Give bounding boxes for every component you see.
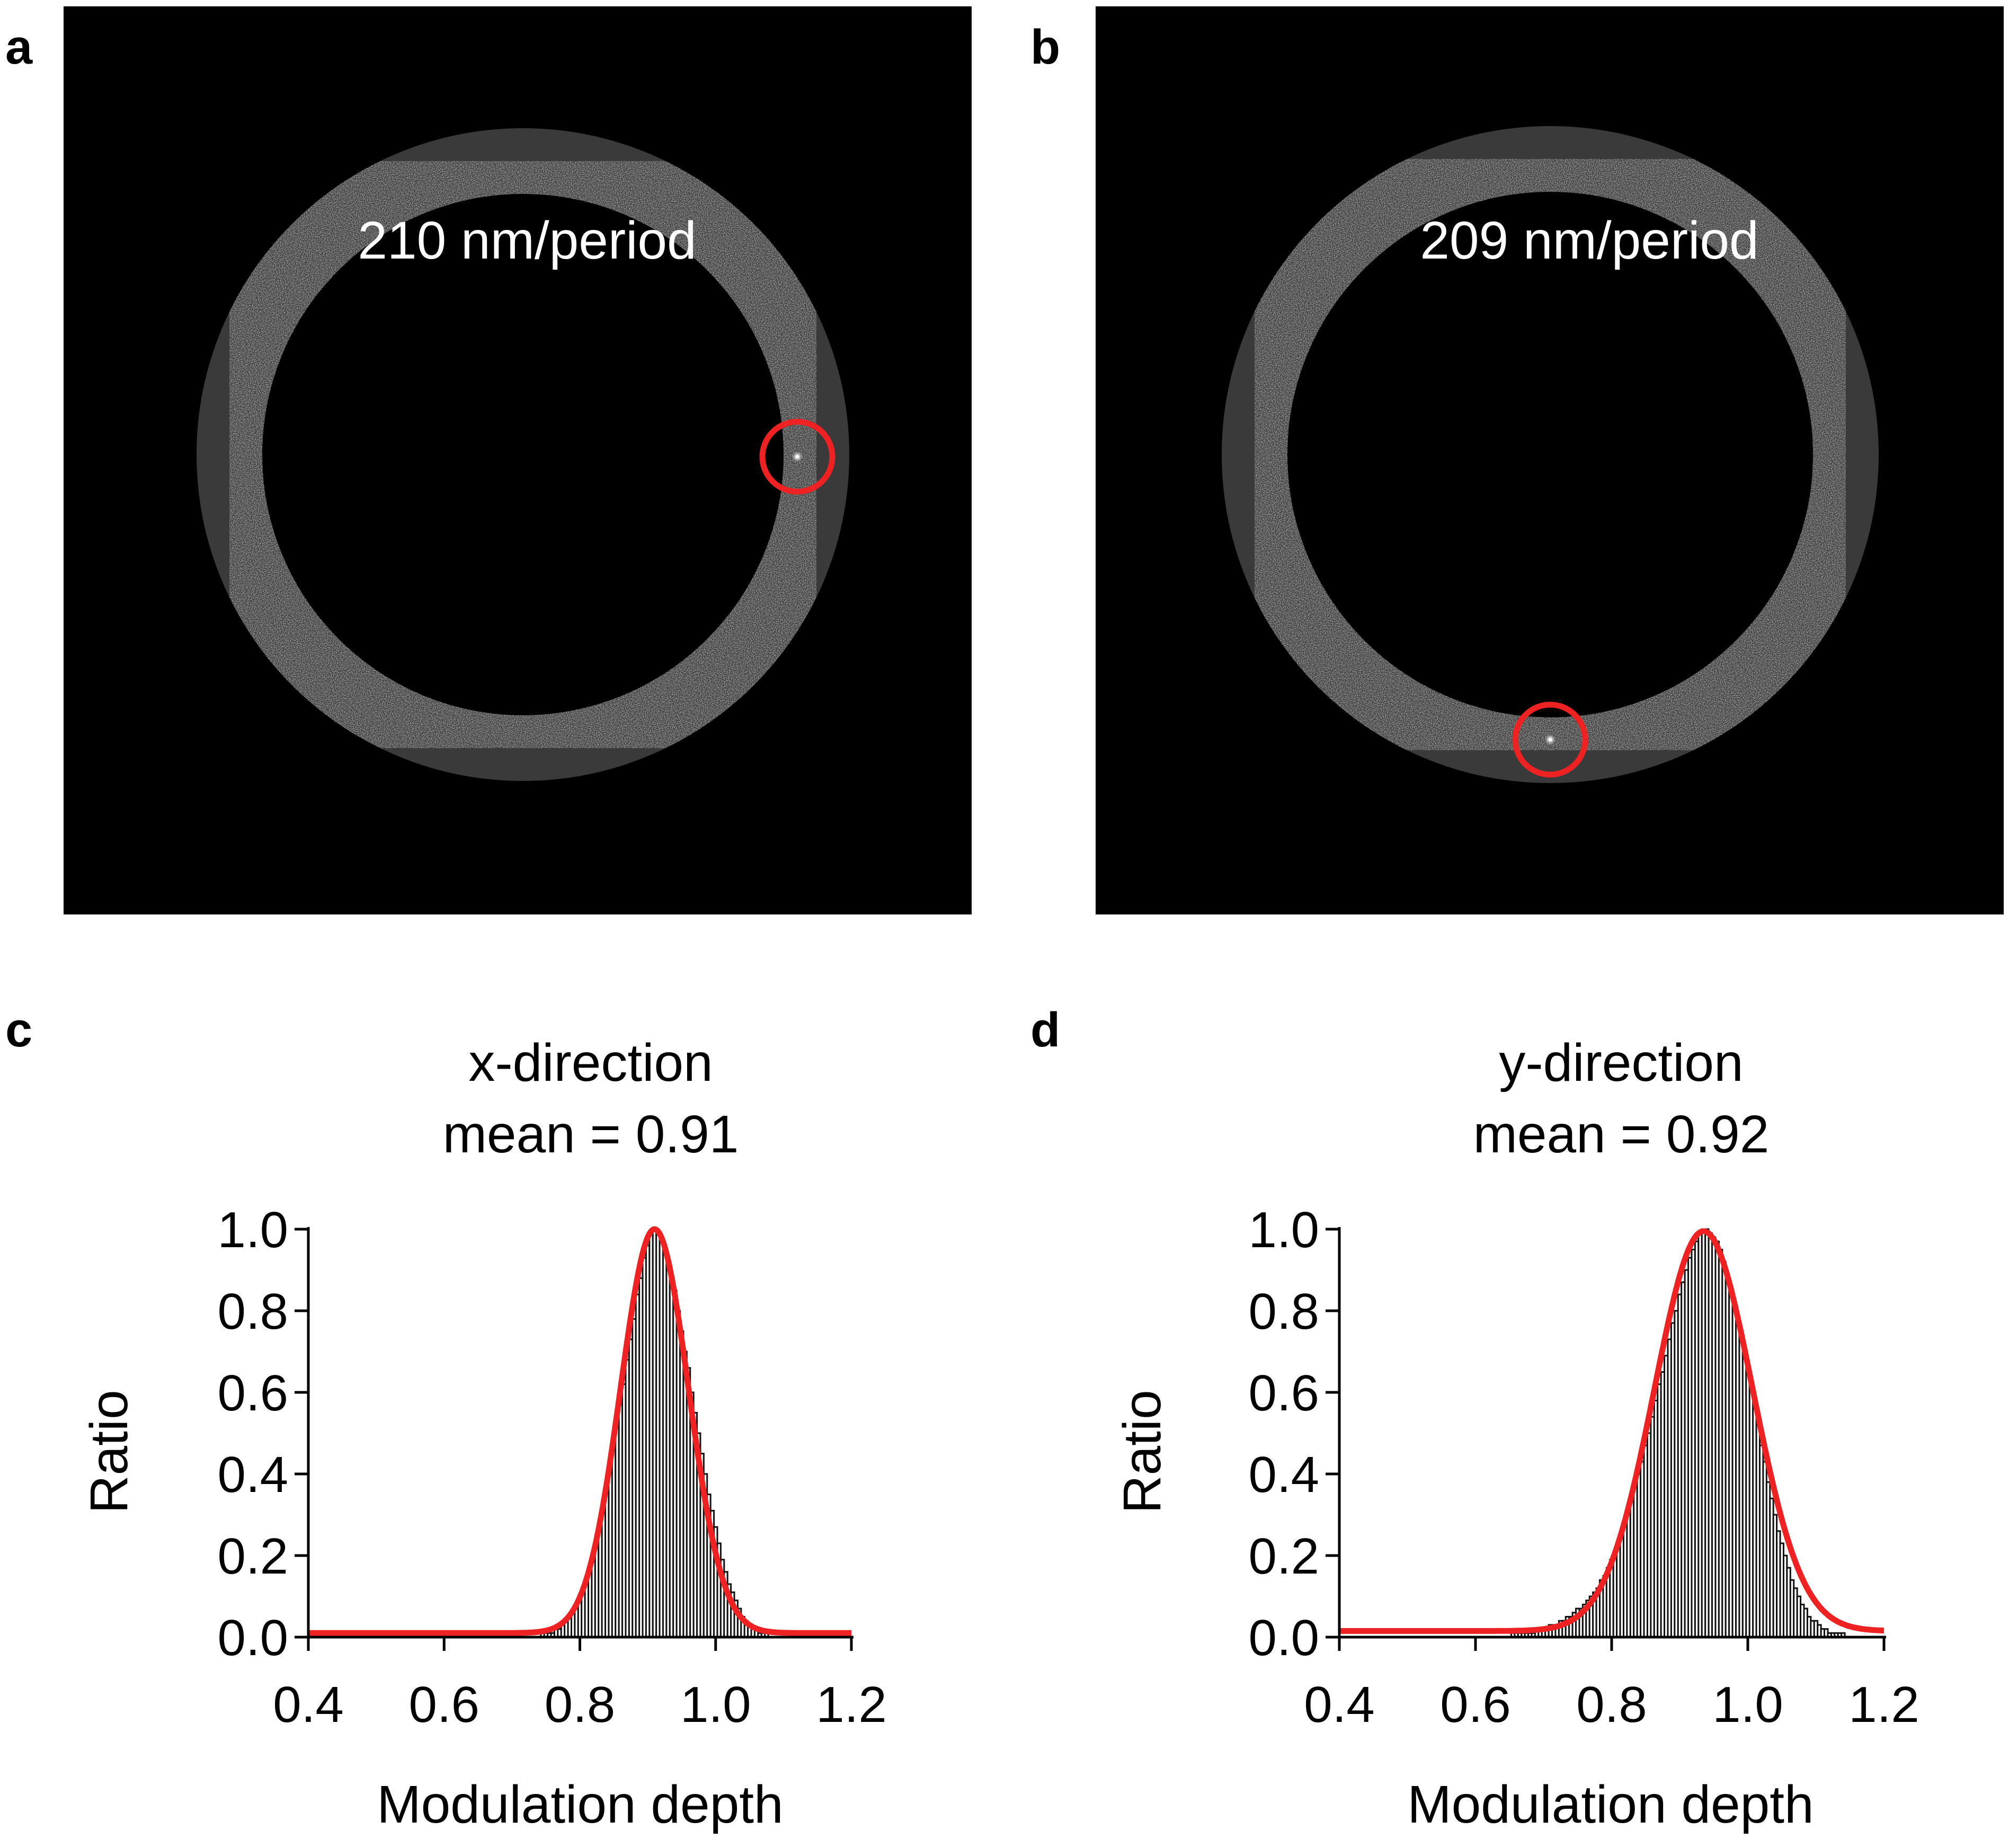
x-tick-label-c: 1.2 bbox=[816, 1676, 886, 1733]
x-tick-label-c: 0.8 bbox=[545, 1676, 615, 1733]
y-tick-label-c: 0.2 bbox=[218, 1528, 288, 1585]
panel-d: d y-direction mean = 0.92 0.00.20.40.60.… bbox=[1030, 1003, 1919, 1834]
panel-letter-b: b bbox=[1030, 20, 1060, 74]
panel-letter-d: d bbox=[1030, 1003, 1060, 1057]
panel-b: b 209 nm/period bbox=[1030, 6, 2004, 914]
y-tick-label-c: 0.6 bbox=[218, 1365, 288, 1421]
chart-title-c: x-direction bbox=[468, 1033, 713, 1092]
y-tick-label-c: 1.0 bbox=[218, 1202, 288, 1258]
panel-letter-c: c bbox=[5, 1003, 32, 1057]
y-axis-label-c: Ratio bbox=[79, 1390, 139, 1513]
highlight-circle-b bbox=[1512, 701, 1588, 778]
x-tick-label-c: 1.0 bbox=[680, 1676, 751, 1733]
chart-title-d: y-direction bbox=[1499, 1033, 1743, 1092]
panel-letter-a: a bbox=[5, 20, 33, 74]
peak-spot-core-a bbox=[796, 455, 799, 458]
y-tick-label-d: 1.0 bbox=[1249, 1202, 1319, 1258]
y-tick-label-d: 0.6 bbox=[1249, 1365, 1319, 1421]
fit-curve-c bbox=[307, 1226, 853, 1636]
peak-spot-core-b bbox=[1549, 738, 1552, 741]
y-tick-label-c: 0.0 bbox=[218, 1610, 288, 1666]
chart-subtitle-d: mean = 0.92 bbox=[1473, 1105, 1770, 1164]
period-label-b: 209 nm/period bbox=[1420, 211, 1758, 270]
x-tick-label-d: 0.6 bbox=[1440, 1676, 1510, 1733]
x-tick-label-c: 0.4 bbox=[273, 1676, 343, 1733]
y-tick-label-d: 0.2 bbox=[1249, 1528, 1319, 1585]
fit-curve-d bbox=[1338, 1228, 1886, 1634]
x-tick-label-d: 1.2 bbox=[1848, 1676, 1919, 1733]
fft-ring-a bbox=[197, 128, 849, 781]
panel-a: a 210 nm/period bbox=[5, 6, 972, 914]
x-tick-label-d: 1.0 bbox=[1712, 1676, 1783, 1733]
plot-area-c: 0.0 0.2 0.4 0.6 0.8 1.0 0.4 0.6 0.8 1.0 1.2 bbox=[218, 1202, 887, 1733]
y-tick-label-d: 0.8 bbox=[1249, 1283, 1319, 1340]
x-tick-label-d: 0.8 bbox=[1576, 1676, 1647, 1733]
y-tick-label-c: 0.8 bbox=[218, 1283, 288, 1340]
x-axis-label-c: Modulation depth bbox=[377, 1775, 783, 1834]
x-tick-label-c: 0.6 bbox=[409, 1676, 479, 1733]
y-tick-label-d: 0.0 bbox=[1249, 1610, 1319, 1666]
x-axis-label-d: Modulation depth bbox=[1407, 1775, 1814, 1834]
highlight-circle-a bbox=[759, 419, 835, 495]
chart-subtitle-c: mean = 0.91 bbox=[443, 1105, 739, 1164]
y-tick-label-d: 0.4 bbox=[1249, 1446, 1319, 1503]
x-tick-label-d: 0.4 bbox=[1304, 1676, 1374, 1733]
fft-ring-b bbox=[1222, 126, 1879, 783]
period-label-a: 210 nm/period bbox=[358, 211, 696, 270]
y-tick-label-c: 0.4 bbox=[218, 1446, 288, 1503]
panel-c: c x-direction mean = 0.91 0.00.20.40.60.… bbox=[5, 1003, 887, 1834]
plot-area-d: 0.0 0.2 0.4 0.6 0.8 1.0 0.4 0.6 0.8 1.0 1.2 bbox=[1249, 1202, 1919, 1733]
y-axis-label-d: Ratio bbox=[1113, 1390, 1172, 1513]
